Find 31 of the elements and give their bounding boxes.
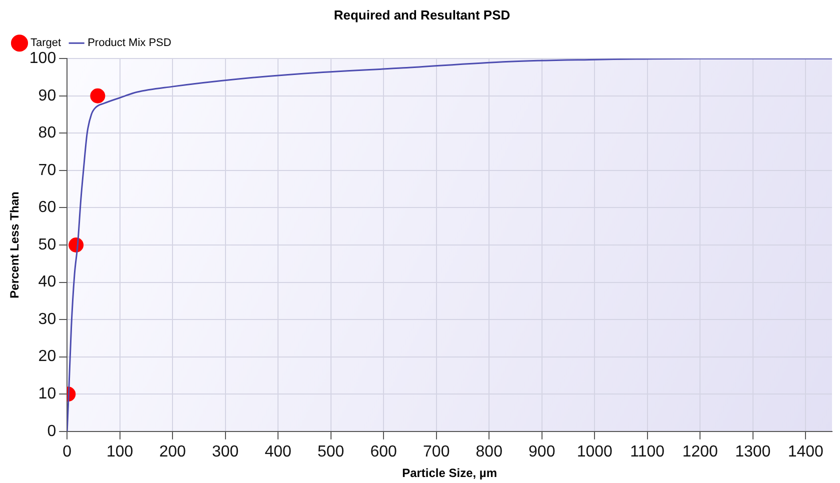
chart-title: Required and Resultant PSD <box>334 7 510 22</box>
x-tick-label: 600 <box>370 443 398 460</box>
legend-label: Product Mix PSD <box>88 37 172 50</box>
y-tick-label: 100 <box>29 50 56 68</box>
x-tick-label: 300 <box>212 443 239 460</box>
x-tick-label: 1200 <box>682 443 718 460</box>
y-tick-label: 80 <box>38 124 56 142</box>
x-tick-label: 400 <box>264 443 292 460</box>
legend-label: Target <box>30 37 62 50</box>
y-tick-label: 40 <box>38 274 56 291</box>
x-tick-label: 700 <box>423 443 450 460</box>
x-tick-label: 0 <box>62 443 72 460</box>
y-tick-label: 20 <box>38 348 56 366</box>
x-tick-label: 100 <box>106 443 134 460</box>
y-axis-title: Percent Less Than <box>8 192 22 298</box>
x-axis-title: Particle Size, µm <box>402 466 498 480</box>
x-tick-label: 1100 <box>630 443 665 460</box>
y-tick-label: 90 <box>38 87 56 104</box>
y-tick-label: 60 <box>38 199 56 216</box>
x-tick-label: 200 <box>159 443 186 460</box>
y-tick-label: 70 <box>38 162 56 179</box>
y-tick-label: 0 <box>47 422 56 440</box>
x-tick-label: 1300 <box>735 443 771 460</box>
x-tick-label: 1000 <box>576 443 613 460</box>
y-tick-label: 50 <box>38 236 56 254</box>
x-tick-label: 1400 <box>788 443 824 460</box>
y-tick-label: 30 <box>38 310 56 328</box>
x-tick-label: 800 <box>476 443 503 460</box>
x-tick-label: 900 <box>528 443 556 460</box>
x-tick-label: 500 <box>318 443 344 460</box>
y-tick-label: 10 <box>38 386 56 403</box>
